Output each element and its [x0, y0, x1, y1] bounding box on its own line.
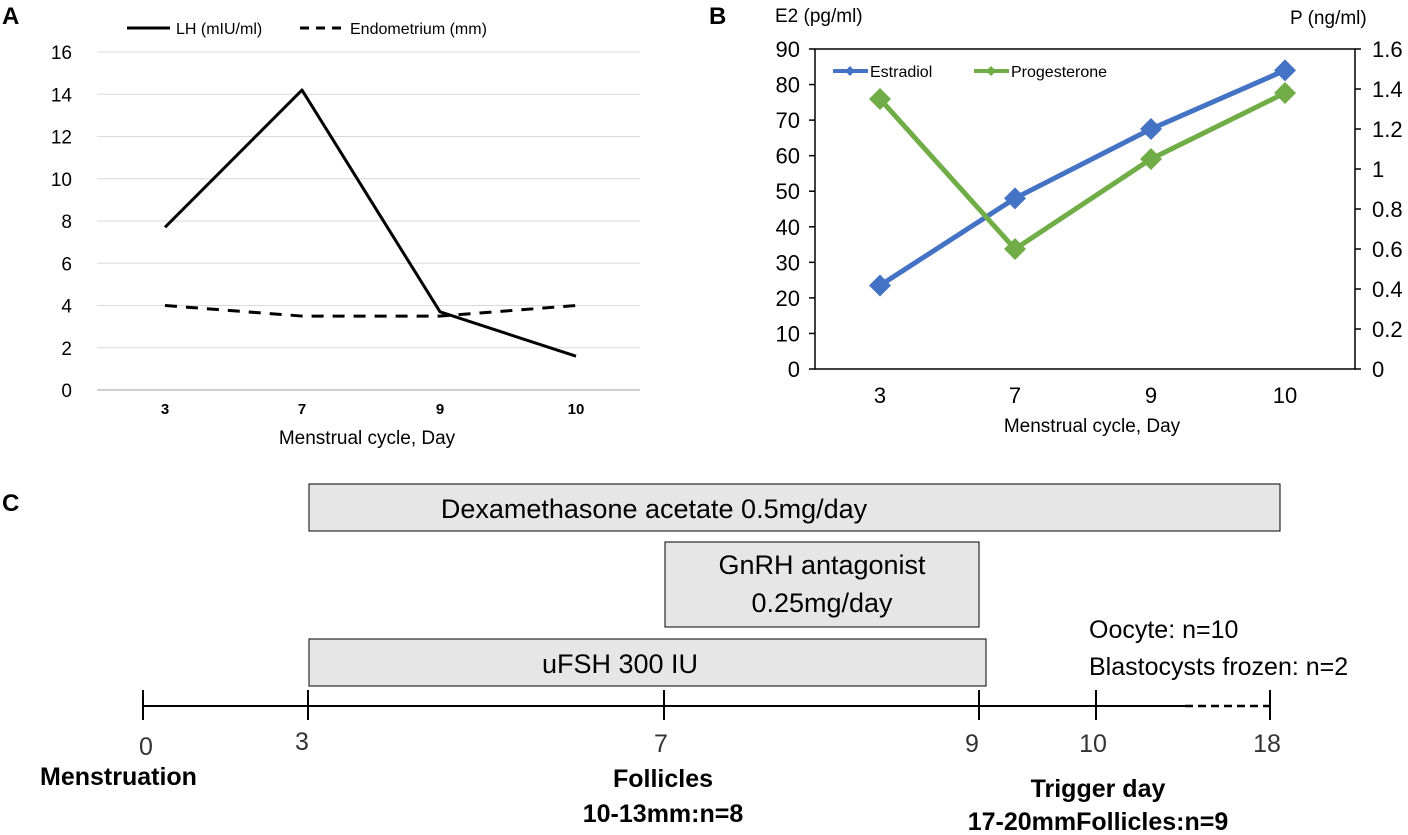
chart-a-series: [163, 88, 577, 358]
progesterone-line: [878, 90, 1287, 252]
panel-label-c: C: [2, 490, 19, 517]
chart-b-right-tick-label: 1.6: [1372, 37, 1403, 62]
timeline-label-10: 10: [1079, 730, 1107, 758]
estradiol-point: [1274, 59, 1296, 82]
estradiol-point: [1140, 118, 1162, 140]
chart-a-x-ticks: 3 7 9 10: [161, 401, 585, 418]
gnrh-antagonist-bar: [664, 541, 980, 628]
chart-b-left-tick-label: 20: [776, 286, 800, 311]
lh-line: [163, 88, 577, 358]
gnrh-antagonist-label-line2: 0.25mg/day: [751, 588, 893, 618]
chart-b-left-tick-label: 0: [788, 357, 800, 382]
chart-b-left-tick-label: 60: [776, 144, 800, 169]
timeline-label-7: 7: [654, 730, 668, 758]
chart-b: 0 10 20 30 40 50 60 70 80 90 0 0.2 0.4 0.6 0.8 1 1.2 1.4…: [775, 6, 1403, 437]
chart-b-right-axis-title: P (ng/ml): [1290, 8, 1367, 29]
chart-b-right-tick-label: 1: [1372, 157, 1384, 182]
legend-marker-estradiol: [845, 66, 855, 76]
chart-b-legend: Estradiol Progesterone: [833, 64, 1107, 81]
timeline-label-18: 18: [1253, 730, 1281, 758]
chart-b-right-tick-label: 0.2: [1372, 317, 1403, 342]
chart-b-left-tick-label: 10: [776, 321, 800, 346]
chart-a-x-tick-label: 10: [568, 401, 585, 418]
chart-b-x-tick-label: 10: [1273, 383, 1297, 408]
chart-b-left-tick-label: 80: [776, 73, 800, 98]
ufsh-bar: [308, 638, 987, 687]
chart-a-legend: LH (mIU/ml) Endometrium (mm): [127, 21, 487, 38]
chart-a-y-tick-label: 6: [61, 254, 72, 275]
chart-b-right-tick-label: 0: [1372, 357, 1384, 382]
progesterone-point: [1140, 148, 1162, 170]
trigger-day-value: 17-20mmFollicles:n=9: [968, 808, 1229, 835]
chart-b-left-tick-label: 70: [776, 108, 800, 133]
oocyte-count: Oocyte: n=10: [1089, 616, 1238, 644]
estradiol-line: [878, 68, 1287, 288]
chart-a-y-tick-label: 14: [51, 85, 73, 106]
progesterone-point: [1004, 238, 1026, 260]
panel-label-a: A: [2, 3, 19, 30]
chart-a-x-tick-label: 3: [161, 401, 169, 418]
chart-a-y-tick-label: 12: [51, 128, 72, 149]
panel-label-b: B: [709, 3, 726, 30]
chart-b-x-axis-title: Menstrual cycle, Day: [1004, 416, 1181, 437]
timeline-label-3: 3: [295, 728, 309, 756]
menstruation-label: Menstruation: [40, 763, 197, 791]
chart-b-x-tick-label: 3: [874, 383, 886, 408]
progesterone-point: [869, 88, 891, 110]
chart-b-left-y-ticks: 0 10 20 30 40 50 60 70 80 90: [776, 37, 815, 382]
chart-b-x-ticks: 3 7 9 10: [874, 383, 1297, 408]
ufsh-label: uFSH 300 IU: [542, 649, 698, 679]
gnrh-antagonist-label-line1: GnRH antagonist: [718, 550, 926, 580]
chart-b-right-tick-label: 0.8: [1372, 197, 1403, 222]
chart-a-gridlines: [97, 51, 640, 349]
trigger-day-title: Trigger day: [1031, 775, 1166, 803]
chart-a: 0 2 4 6 8 10 12 14 16 3 7 9 10 Menstrual cycle, Day…: [51, 21, 640, 449]
legend-marker-progesterone: [986, 66, 996, 76]
follicles-value: 10-13mm:n=8: [583, 800, 744, 828]
estradiol-point: [1004, 187, 1026, 210]
estradiol-point: [869, 274, 891, 297]
chart-b-series: [869, 59, 1296, 297]
timeline-label-0: 0: [139, 733, 153, 761]
legend-label-estradiol: Estradiol: [870, 64, 932, 81]
chart-b-right-tick-label: 1.4: [1372, 77, 1403, 102]
endometrium-line: [164, 304, 577, 318]
chart-a-y-tick-label: 8: [61, 212, 72, 233]
chart-b-right-tick-label: 1.2: [1372, 117, 1403, 142]
blastocysts-frozen-count: Blastocysts frozen: n=2: [1089, 653, 1348, 681]
chart-a-x-tick-label: 9: [436, 401, 444, 418]
chart-b-left-tick-label: 40: [776, 215, 800, 240]
legend-label-progesterone: Progesterone: [1011, 64, 1107, 81]
legend-label-lh: LH (mIU/ml): [176, 21, 262, 38]
chart-b-left-tick-label: 30: [776, 250, 800, 275]
chart-b-right-y-ticks: 0 0.2 0.4 0.6 0.8 1 1.2 1.4 1.6: [1355, 37, 1403, 382]
timeline-c: Dexamethasone acetate 0.5mg/day GnRH ant…: [40, 483, 1348, 835]
chart-b-right-tick-label: 0.6: [1372, 237, 1403, 262]
chart-b-left-axis-title: E2 (pg/ml): [775, 6, 863, 27]
progesterone-point: [1274, 82, 1296, 104]
chart-a-y-tick-label: 10: [51, 170, 72, 191]
chart-a-y-ticks: 0 2 4 6 8 10 12 14 16: [51, 43, 73, 402]
chart-b-x-tick-label: 7: [1009, 383, 1021, 408]
timeline-label-9: 9: [965, 730, 979, 758]
chart-a-x-axis-title: Menstrual cycle, Day: [279, 428, 456, 449]
chart-a-y-tick-label: 4: [61, 297, 72, 318]
chart-a-x-tick-label: 7: [298, 401, 306, 418]
dexamethasone-bar: [308, 483, 1281, 532]
dexamethasone-label: Dexamethasone acetate 0.5mg/day: [441, 494, 868, 524]
chart-b-left-tick-label: 50: [776, 179, 800, 204]
chart-a-y-tick-label: 2: [61, 339, 72, 360]
chart-b-x-tick-label: 9: [1145, 383, 1157, 408]
chart-b-left-tick-label: 90: [776, 37, 800, 62]
chart-a-y-tick-label: 16: [51, 43, 72, 64]
follicles-title: Follicles: [613, 765, 713, 793]
legend-label-endometrium: Endometrium (mm): [350, 21, 487, 38]
chart-a-y-tick-label: 0: [61, 381, 72, 402]
chart-b-right-tick-label: 0.4: [1372, 277, 1403, 302]
